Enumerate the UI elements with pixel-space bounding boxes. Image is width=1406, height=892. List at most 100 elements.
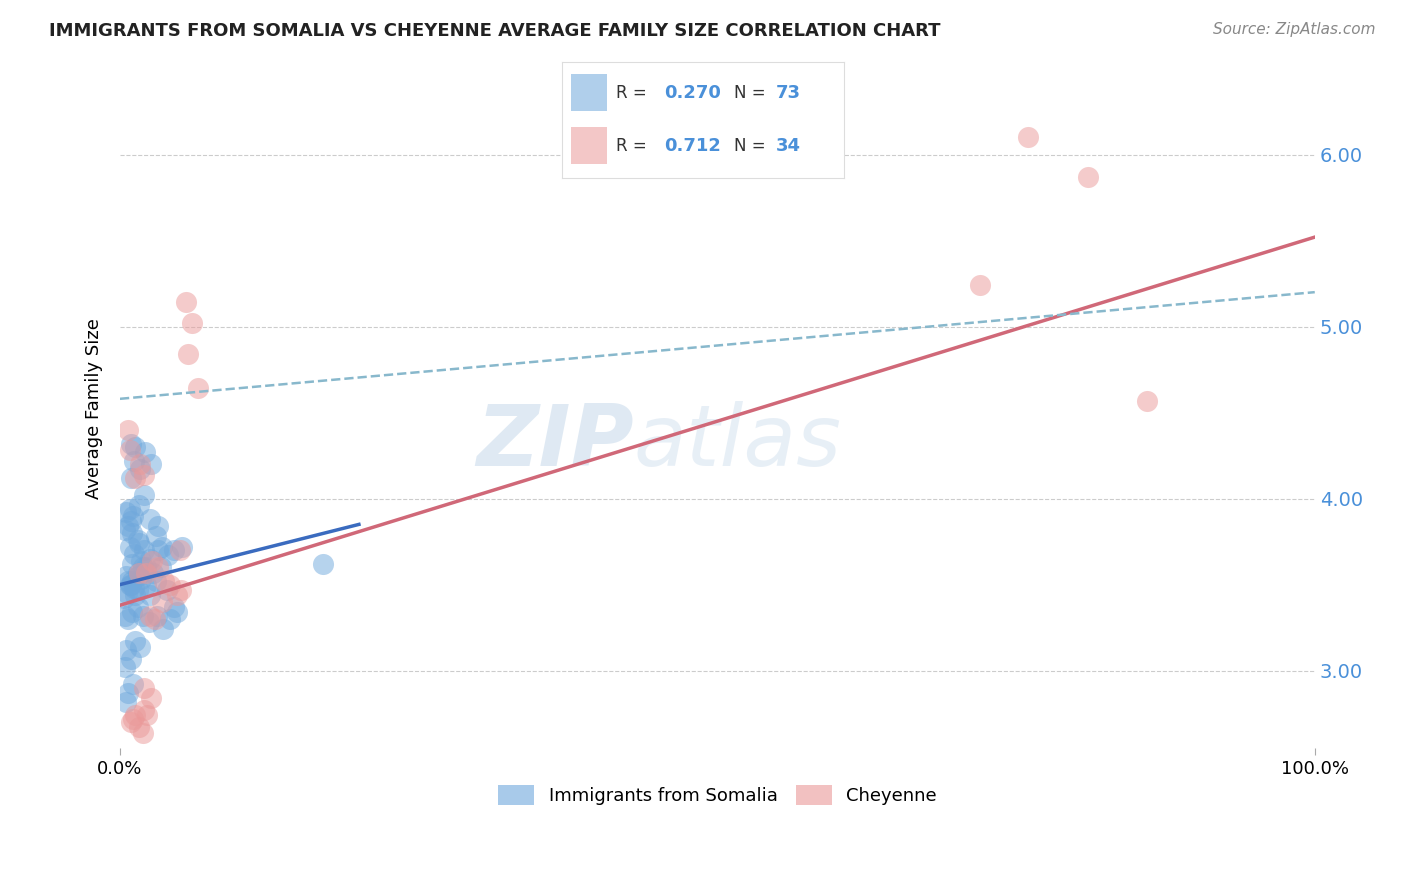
Point: [131, 553, 153, 567]
Point: [1017, 130, 1039, 145]
Point: [115, 505, 138, 519]
Text: IMMIGRANTS FROM SOMALIA VS CHEYENNE AVERAGE FAMILY SIZE CORRELATION CHART: IMMIGRANTS FROM SOMALIA VS CHEYENNE AVER…: [49, 22, 941, 40]
Point: [121, 557, 143, 571]
FancyBboxPatch shape: [571, 74, 607, 112]
Point: [120, 715, 142, 730]
Point: [127, 599, 149, 614]
Point: [180, 316, 202, 330]
Point: [135, 577, 157, 591]
Point: [120, 651, 142, 665]
Point: [132, 488, 155, 502]
Point: [139, 588, 162, 602]
Point: [139, 457, 162, 471]
Point: [120, 436, 142, 450]
Point: [148, 543, 170, 558]
Point: [142, 566, 165, 580]
Point: [124, 547, 146, 561]
Point: [149, 560, 172, 574]
Text: Source: ZipAtlas.com: Source: ZipAtlas.com: [1212, 22, 1375, 37]
Point: [132, 543, 155, 558]
Point: [166, 588, 188, 602]
Point: [148, 560, 170, 574]
Point: [117, 612, 139, 626]
Point: [170, 582, 193, 597]
Point: [120, 514, 142, 528]
Point: [127, 533, 149, 547]
Point: [117, 686, 139, 700]
Point: [128, 536, 150, 550]
Point: [153, 574, 176, 589]
Point: [969, 278, 991, 293]
Point: [169, 543, 191, 558]
Point: [134, 445, 156, 459]
Point: [118, 540, 141, 554]
Point: [127, 569, 149, 583]
Point: [118, 577, 141, 591]
Point: [1077, 169, 1099, 184]
Point: [124, 471, 146, 485]
Point: [122, 508, 145, 523]
Text: 0.270: 0.270: [664, 84, 720, 102]
Point: [141, 553, 163, 567]
Point: [131, 725, 153, 739]
Point: [131, 573, 153, 587]
Point: [174, 295, 197, 310]
Point: [122, 677, 145, 691]
Point: [124, 708, 146, 723]
Point: [115, 643, 138, 657]
Point: [117, 574, 139, 589]
Point: [117, 423, 139, 437]
Point: [150, 540, 173, 554]
Point: [124, 581, 146, 595]
Point: [177, 347, 200, 361]
Point: [166, 605, 188, 619]
Point: [114, 608, 136, 623]
Point: [115, 586, 138, 600]
Point: [139, 691, 162, 706]
Point: [145, 574, 167, 589]
Point: [155, 582, 177, 597]
Point: [131, 560, 153, 574]
Point: [118, 502, 141, 516]
Point: [121, 605, 143, 619]
Point: [124, 634, 146, 648]
Point: [129, 457, 152, 471]
Point: [132, 681, 155, 695]
Point: [136, 708, 159, 723]
Point: [115, 695, 138, 709]
Point: [143, 612, 166, 626]
Point: [118, 443, 141, 458]
Point: [152, 623, 174, 637]
Point: [135, 560, 157, 574]
FancyBboxPatch shape: [571, 128, 607, 164]
Point: [127, 566, 149, 580]
Point: [135, 566, 157, 580]
Point: [124, 454, 146, 468]
Text: ZIP: ZIP: [477, 401, 634, 483]
Point: [132, 703, 155, 717]
Point: [128, 566, 150, 580]
Point: [138, 615, 160, 630]
Point: [120, 471, 142, 485]
Text: N =: N =: [734, 84, 770, 102]
Point: [139, 512, 162, 526]
Point: [163, 599, 186, 614]
Point: [127, 582, 149, 597]
Text: N =: N =: [734, 137, 770, 155]
Point: [124, 440, 146, 454]
Text: 0.712: 0.712: [664, 137, 720, 155]
Legend: Immigrants from Somalia, Cheyenne: Immigrants from Somalia, Cheyenne: [489, 776, 946, 814]
Point: [117, 519, 139, 533]
Point: [129, 462, 152, 476]
Point: [124, 588, 146, 602]
Text: atlas: atlas: [634, 401, 842, 483]
Point: [122, 712, 145, 726]
Point: [114, 660, 136, 674]
Point: [121, 526, 143, 541]
Point: [163, 543, 186, 558]
Point: [128, 720, 150, 734]
Point: [187, 382, 209, 396]
Text: 34: 34: [776, 137, 801, 155]
Point: [146, 608, 169, 623]
Point: [312, 557, 335, 571]
